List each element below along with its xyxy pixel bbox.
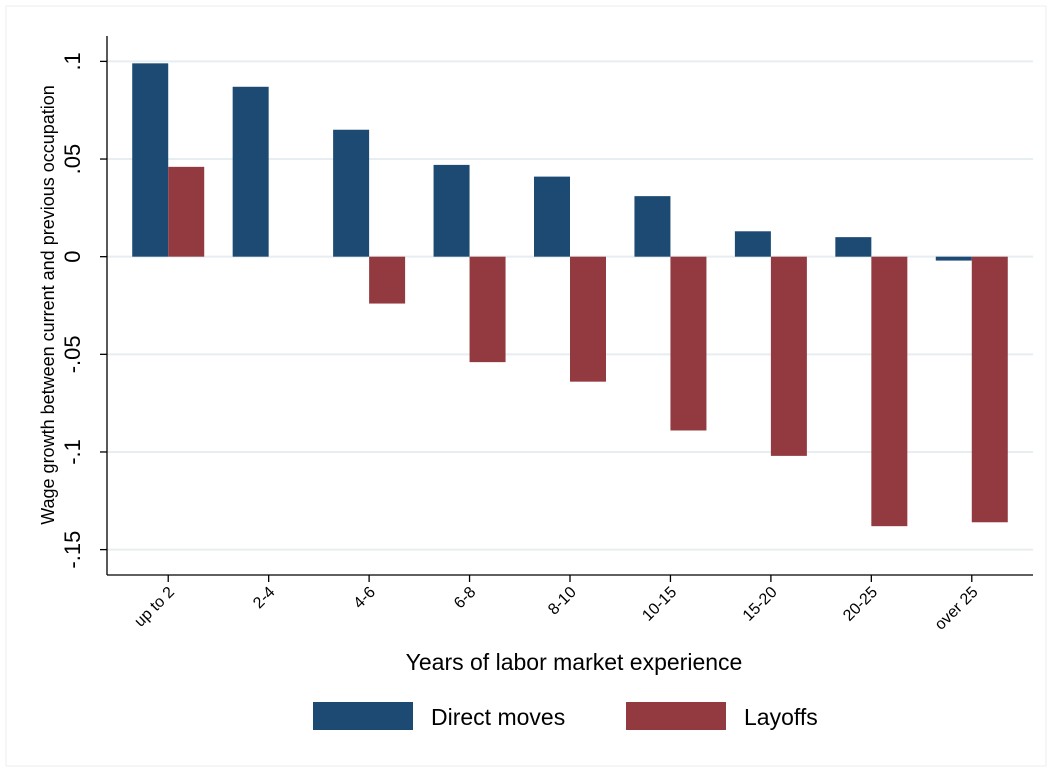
- bars: [132, 63, 1008, 527]
- x-tick-label: 6-8: [451, 584, 479, 612]
- bar-direct-moves: [333, 129, 370, 257]
- bar-layoffs: [570, 256, 606, 382]
- y-axis-title: Wage growth between current and previous…: [38, 85, 58, 525]
- bar-layoffs: [670, 256, 707, 431]
- x-tick-label: 15-20: [740, 584, 781, 625]
- y-axis-ticks: .1 .05 0 -.05 -.1 -.15: [60, 52, 107, 569]
- legend-label: Direct moves: [431, 704, 565, 730]
- x-axis-ticks: up to 2 2-4 4-6 6-8 8-10 10-15 15-20 20-25 over …: [131, 575, 982, 634]
- bar-direct-moves: [132, 63, 169, 257]
- y-tick-label: .1: [60, 52, 85, 70]
- legend-swatch: [626, 702, 726, 730]
- bar-direct-moves: [634, 196, 671, 257]
- y-tick-label: -.1: [60, 439, 85, 465]
- bar-direct-moves: [734, 231, 771, 257]
- bar-layoffs: [168, 166, 205, 257]
- bar-layoffs: [770, 256, 807, 456]
- bar-direct-moves: [835, 237, 872, 257]
- x-tick-label: 4-6: [351, 584, 379, 612]
- bar-layoffs: [369, 256, 406, 304]
- bar-layoffs: [871, 256, 908, 527]
- legend: Direct moves Layoffs: [313, 702, 818, 730]
- x-tick-label: 2-4: [250, 584, 278, 612]
- bar-direct-moves: [433, 164, 470, 257]
- x-axis-title: Years of labor market experience: [406, 649, 743, 675]
- x-tick-label: 10-15: [639, 584, 680, 625]
- x-tick-label: 20-25: [840, 584, 881, 625]
- x-tick-label: over 25: [932, 584, 982, 634]
- legend-swatch: [313, 702, 413, 730]
- bar-layoffs: [469, 256, 506, 363]
- bar-direct-moves: [935, 256, 972, 261]
- y-tick-label: .05: [60, 144, 85, 175]
- x-tick-label: 8-10: [545, 584, 580, 619]
- bar-direct-moves: [232, 86, 269, 257]
- y-tick-label: 0: [60, 251, 85, 263]
- bar-direct-moves: [534, 176, 570, 257]
- y-tick-label: -.15: [60, 531, 85, 569]
- bar-layoffs: [971, 256, 1008, 523]
- legend-label: Layoffs: [744, 704, 818, 730]
- y-tick-label: -.05: [60, 335, 85, 373]
- x-tick-label: up to 2: [131, 584, 178, 631]
- figure-border: [5, 5, 1047, 767]
